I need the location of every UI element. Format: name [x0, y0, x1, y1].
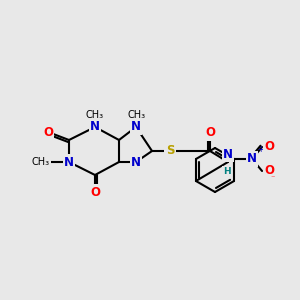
Text: S: S	[166, 145, 174, 158]
Text: N: N	[247, 152, 257, 166]
Text: O: O	[43, 125, 53, 139]
Text: O: O	[264, 164, 274, 178]
Text: N: N	[131, 121, 141, 134]
Text: N: N	[64, 155, 74, 169]
Text: O: O	[264, 140, 274, 154]
Text: O: O	[205, 127, 215, 140]
Text: CH₃: CH₃	[32, 157, 50, 167]
Text: N: N	[131, 155, 141, 169]
Text: H: H	[223, 167, 231, 176]
Text: CH₃: CH₃	[128, 110, 146, 120]
Text: ⁻: ⁻	[270, 173, 274, 182]
Text: CH₃: CH₃	[86, 110, 104, 120]
Text: N: N	[223, 148, 233, 161]
Text: N: N	[90, 121, 100, 134]
Text: +: +	[257, 145, 263, 154]
Text: O: O	[90, 185, 100, 199]
